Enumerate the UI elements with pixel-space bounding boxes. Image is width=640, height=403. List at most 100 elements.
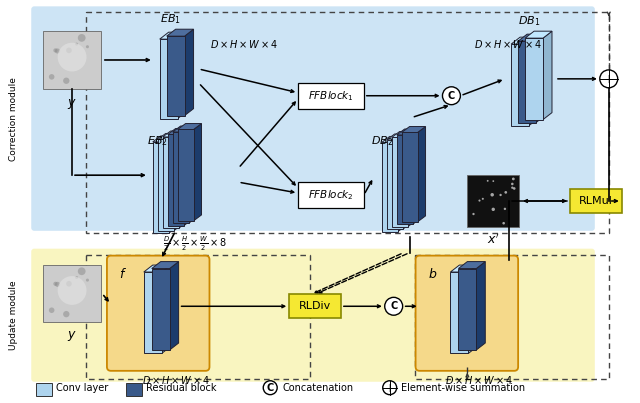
Circle shape bbox=[482, 198, 484, 200]
Polygon shape bbox=[381, 137, 406, 142]
Circle shape bbox=[86, 278, 89, 282]
Polygon shape bbox=[413, 129, 420, 224]
Text: $D \times H \times W \times 4$: $D \times H \times W \times 4$ bbox=[445, 374, 513, 386]
Text: C: C bbox=[267, 383, 274, 393]
Polygon shape bbox=[160, 39, 178, 118]
Circle shape bbox=[504, 191, 507, 194]
Polygon shape bbox=[397, 137, 406, 232]
Text: $b$: $b$ bbox=[428, 266, 437, 280]
Polygon shape bbox=[468, 265, 477, 353]
Text: Conv layer: Conv layer bbox=[56, 383, 108, 393]
Circle shape bbox=[49, 307, 54, 313]
Circle shape bbox=[53, 282, 58, 286]
Circle shape bbox=[383, 381, 397, 395]
Polygon shape bbox=[184, 29, 193, 116]
Text: $\frac{D}{2} \times \frac{H}{2} \times \frac{W}{2} \times 8$: $\frac{D}{2} \times \frac{H}{2} \times \… bbox=[163, 235, 228, 253]
Polygon shape bbox=[144, 272, 162, 353]
Polygon shape bbox=[518, 34, 545, 41]
Bar bbox=[289, 294, 341, 318]
Circle shape bbox=[513, 187, 516, 190]
Polygon shape bbox=[189, 126, 196, 223]
Polygon shape bbox=[193, 124, 202, 221]
Text: C: C bbox=[448, 91, 455, 101]
Bar bbox=[570, 189, 621, 213]
Polygon shape bbox=[525, 38, 543, 120]
Bar bbox=[86, 255, 310, 379]
Polygon shape bbox=[387, 134, 411, 140]
Circle shape bbox=[53, 48, 58, 52]
Circle shape bbox=[78, 34, 86, 42]
Circle shape bbox=[504, 208, 506, 210]
Polygon shape bbox=[168, 135, 184, 226]
Text: $EB_2$: $EB_2$ bbox=[147, 135, 168, 148]
Polygon shape bbox=[536, 34, 545, 123]
Polygon shape bbox=[169, 136, 177, 233]
Text: RLDiv: RLDiv bbox=[299, 301, 331, 311]
Polygon shape bbox=[543, 31, 552, 120]
Polygon shape bbox=[518, 41, 536, 123]
Bar bbox=[467, 175, 519, 227]
Polygon shape bbox=[408, 131, 415, 227]
Polygon shape bbox=[397, 129, 420, 135]
Polygon shape bbox=[402, 133, 417, 222]
Circle shape bbox=[75, 43, 78, 46]
Polygon shape bbox=[397, 135, 413, 224]
Text: $DB_1$: $DB_1$ bbox=[518, 15, 540, 28]
Polygon shape bbox=[173, 132, 189, 223]
Text: +: + bbox=[385, 382, 395, 395]
Text: $D \times H \times W \times 4$: $D \times H \times W \times 4$ bbox=[141, 374, 210, 386]
Polygon shape bbox=[451, 272, 468, 353]
Polygon shape bbox=[173, 126, 196, 132]
Polygon shape bbox=[163, 137, 179, 229]
Circle shape bbox=[78, 267, 86, 275]
Polygon shape bbox=[476, 262, 485, 350]
Text: $y$: $y$ bbox=[67, 97, 77, 111]
Circle shape bbox=[49, 74, 54, 80]
Polygon shape bbox=[166, 29, 193, 36]
Bar bbox=[86, 12, 609, 233]
Circle shape bbox=[66, 281, 72, 287]
Polygon shape bbox=[403, 134, 411, 229]
Circle shape bbox=[63, 311, 70, 317]
Circle shape bbox=[492, 180, 494, 182]
Polygon shape bbox=[402, 127, 426, 133]
Circle shape bbox=[442, 87, 460, 105]
FancyBboxPatch shape bbox=[107, 256, 209, 371]
Circle shape bbox=[63, 77, 70, 84]
Text: Residual block: Residual block bbox=[146, 383, 216, 393]
Text: Concatenation: Concatenation bbox=[282, 383, 353, 393]
Circle shape bbox=[86, 45, 89, 48]
Polygon shape bbox=[178, 124, 202, 129]
Polygon shape bbox=[173, 133, 182, 231]
Polygon shape bbox=[153, 136, 177, 142]
Bar bbox=[36, 383, 52, 396]
Text: $EB_1$: $EB_1$ bbox=[160, 12, 181, 26]
Circle shape bbox=[499, 194, 502, 196]
Circle shape bbox=[600, 70, 618, 88]
Circle shape bbox=[472, 213, 475, 215]
Polygon shape bbox=[387, 140, 403, 229]
Polygon shape bbox=[160, 32, 187, 39]
Polygon shape bbox=[178, 32, 187, 118]
Text: Correction module: Correction module bbox=[9, 77, 18, 160]
Circle shape bbox=[487, 180, 488, 182]
Polygon shape bbox=[529, 37, 538, 125]
Text: Update module: Update module bbox=[9, 280, 18, 350]
Circle shape bbox=[75, 276, 78, 279]
Polygon shape bbox=[152, 262, 179, 268]
Text: $x'$: $x'$ bbox=[487, 233, 500, 247]
Polygon shape bbox=[511, 37, 538, 44]
Circle shape bbox=[502, 222, 505, 224]
Polygon shape bbox=[163, 131, 187, 137]
Text: Element-wise summation: Element-wise summation bbox=[401, 383, 525, 393]
Text: $D \times H \times W \times 4$: $D \times H \times W \times 4$ bbox=[211, 38, 278, 50]
Circle shape bbox=[58, 43, 86, 71]
Circle shape bbox=[385, 297, 403, 315]
Polygon shape bbox=[392, 131, 415, 137]
Circle shape bbox=[58, 276, 86, 305]
Polygon shape bbox=[451, 265, 477, 272]
Circle shape bbox=[55, 282, 60, 287]
FancyBboxPatch shape bbox=[31, 6, 595, 231]
Polygon shape bbox=[166, 36, 184, 116]
Polygon shape bbox=[525, 31, 552, 38]
